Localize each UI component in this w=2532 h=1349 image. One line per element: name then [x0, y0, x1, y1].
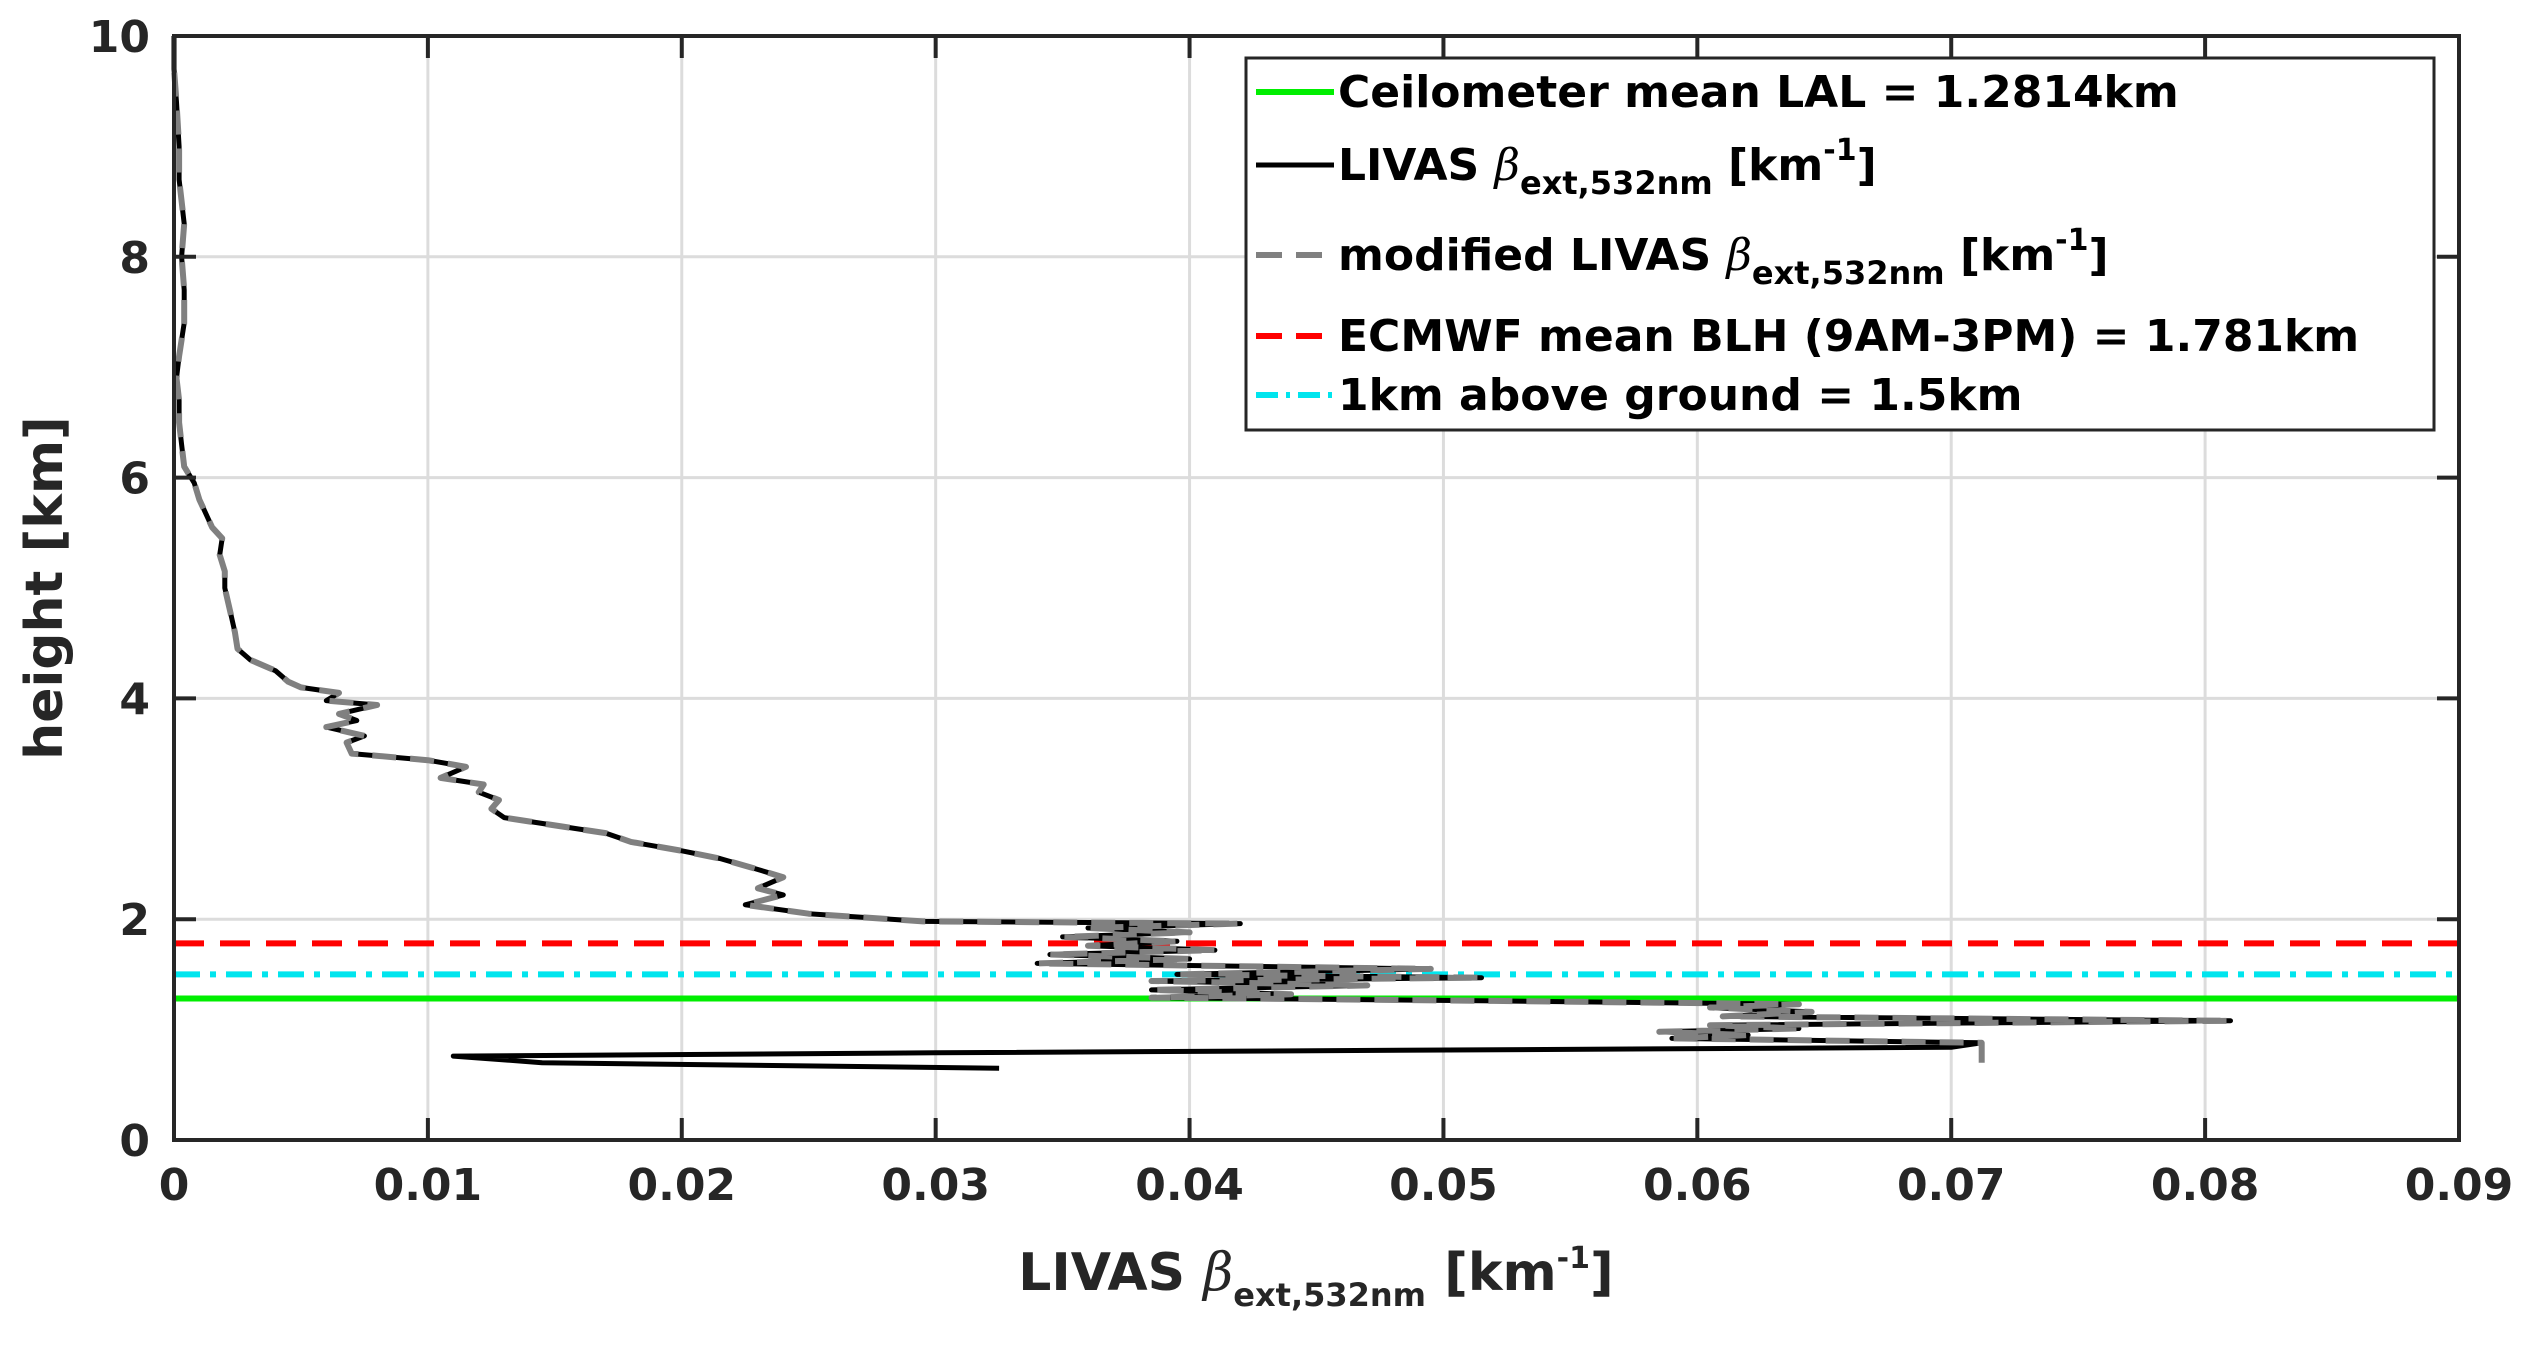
legend-livas-pre: LIVAS [1338, 140, 1495, 191]
series-group [171, 36, 2234, 1071]
x-axis-label: LIVAS βext,532nm [km-1] [1018, 1241, 1614, 1314]
legend-text-modified: modified LIVAS βext,532nm [km-1] [1338, 223, 2109, 292]
x-tick-label: 0.02 [627, 1160, 736, 1211]
x-axis-label-superscript: -1 [1557, 1241, 1590, 1276]
legend-text-1km: 1km above ground = 1.5km [1338, 370, 2022, 421]
x-tick-label: 0.08 [2151, 1160, 2260, 1211]
y-tick-label: 0 [119, 1116, 150, 1167]
y-tick-label: 6 [119, 454, 150, 505]
legend: Ceilometer mean LAL = 1.2814km LIVAS βex… [1244, 56, 2436, 432]
x-tick-label: 0.06 [1643, 1160, 1752, 1211]
legend-mod-greek: β [1724, 230, 1751, 281]
x-tick-label: 0.04 [1135, 1160, 1244, 1211]
legend-mod-sup: -1 [2055, 223, 2088, 258]
x-axis-label-subscript: ext,532nm [1233, 1276, 1426, 1314]
legend-box [1244, 56, 2436, 432]
plot-frame [172, 34, 2461, 1142]
legend-livas-sup: -1 [1823, 133, 1856, 168]
series-line [171, 36, 2234, 1063]
legend-livas-sub: ext,532nm [1520, 164, 1713, 202]
legend-text-livas: LIVAS βext,532nm [km-1] [1338, 133, 1877, 202]
legend-livas-greek: β [1493, 140, 1520, 191]
legend-text-blh: ECMWF mean BLH (9AM-3PM) = 1.781km [1338, 311, 2359, 362]
x-tick-label: 0.07 [1897, 1160, 2006, 1211]
y-tick-label: 10 [89, 12, 150, 63]
y-tick-label: 8 [119, 233, 150, 284]
legend-mod-pre: modified LIVAS [1338, 230, 1726, 281]
legend-mod-sub: ext,532nm [1752, 254, 1945, 292]
legend-mod-unit-close: ] [2089, 230, 2109, 281]
x-tick-label: 0.05 [1389, 1160, 1498, 1211]
legend-mod-unit: [km [1945, 230, 2056, 281]
x-tick-label: 0.09 [2405, 1160, 2514, 1211]
legend-text-lal: Ceilometer mean LAL = 1.2814km [1338, 67, 2179, 118]
x-tick-label: 0.03 [881, 1160, 990, 1211]
axis-ticks: 0 0.01 0.02 0.03 0.04 0.05 0.06 0.07 0.08 0.09 0 2 4… [89, 12, 2514, 1211]
x-tick-label: 0 [159, 1160, 190, 1211]
y-tick-label: 2 [119, 895, 150, 946]
x-tick-label: 0.01 [374, 1160, 483, 1211]
y-axis-label: height [km] [15, 416, 75, 760]
x-axis-label-unit: [km [1426, 1243, 1557, 1303]
legend-livas-unit: [km [1713, 140, 1824, 191]
y-tick-label: 4 [119, 674, 150, 725]
x-axis-label-unit-close: ] [1590, 1243, 1614, 1303]
legend-livas-unit-close: ] [1857, 140, 1877, 191]
x-axis-label-greek: β [1201, 1243, 1233, 1303]
x-axis-label-main: LIVAS [1018, 1243, 1203, 1303]
